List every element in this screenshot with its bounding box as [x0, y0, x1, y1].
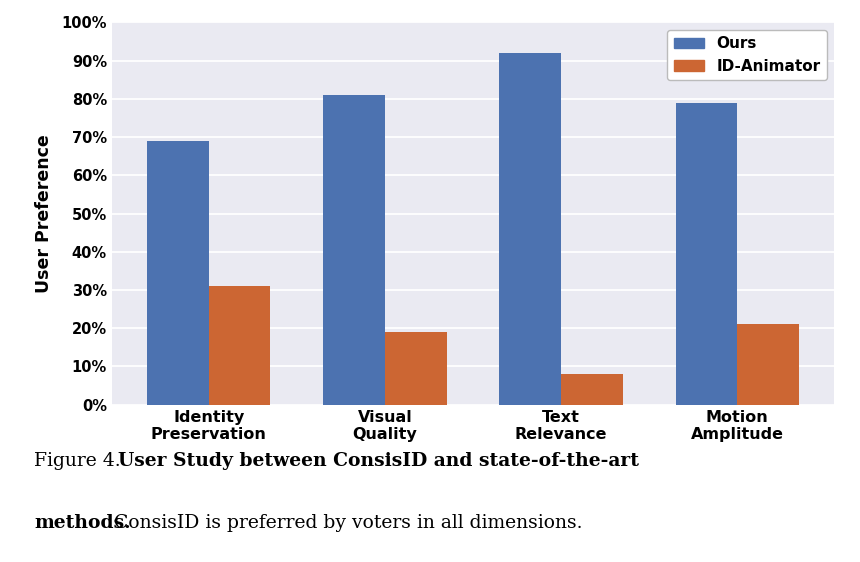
- Text: methods.: methods.: [34, 514, 131, 532]
- Text: ConsisID is preferred by voters in all dimensions.: ConsisID is preferred by voters in all d…: [114, 514, 582, 532]
- Bar: [561, 374, 623, 405]
- Bar: [500, 53, 561, 405]
- Bar: [676, 103, 737, 405]
- Bar: [385, 332, 446, 405]
- Bar: [737, 324, 799, 405]
- Y-axis label: User Preference: User Preference: [35, 134, 53, 293]
- Bar: [209, 286, 270, 405]
- Legend: Ours, ID-Animator: Ours, ID-Animator: [667, 30, 826, 80]
- Bar: [147, 141, 209, 405]
- Bar: [323, 95, 385, 405]
- Text: Figure 4.: Figure 4.: [34, 452, 121, 470]
- Text: User Study between ConsisID and state-of-the-art: User Study between ConsisID and state-of…: [118, 452, 639, 470]
